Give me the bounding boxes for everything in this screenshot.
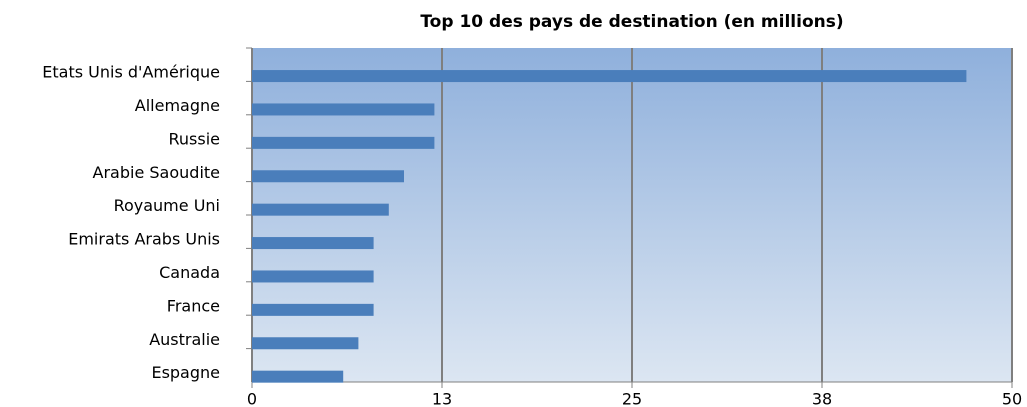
bar (252, 170, 404, 183)
y-tick-label: Etats Unis d'Amérique (42, 63, 220, 82)
x-tick-label: 0 (247, 390, 257, 407)
bar (252, 370, 344, 383)
y-tick-label: France (167, 296, 220, 315)
bar (252, 203, 389, 216)
bar (252, 237, 374, 250)
x-tick-label: 50 (1002, 390, 1022, 407)
y-tick-label: Australie (149, 330, 220, 349)
y-tick-label: Emirats Arabs Unis (68, 230, 220, 249)
y-tick-label: Russie (169, 129, 221, 148)
bar (252, 337, 359, 350)
x-tick-label: 13 (432, 390, 452, 407)
bar (252, 136, 435, 149)
x-tick-label: 25 (622, 390, 642, 407)
x-tick-label: 38 (812, 390, 832, 407)
bar (252, 303, 374, 316)
bar (252, 70, 967, 83)
y-tick-label: Royaume Uni (114, 196, 220, 215)
y-tick-label: Allemagne (135, 96, 220, 115)
y-tick-label: Arabie Saoudite (93, 163, 220, 182)
y-tick-label: Canada (159, 263, 220, 282)
bar (252, 103, 435, 116)
y-tick-label: Espagne (151, 363, 220, 382)
chart-title: Top 10 des pays de destination (en milli… (420, 12, 843, 32)
bar (252, 270, 374, 283)
